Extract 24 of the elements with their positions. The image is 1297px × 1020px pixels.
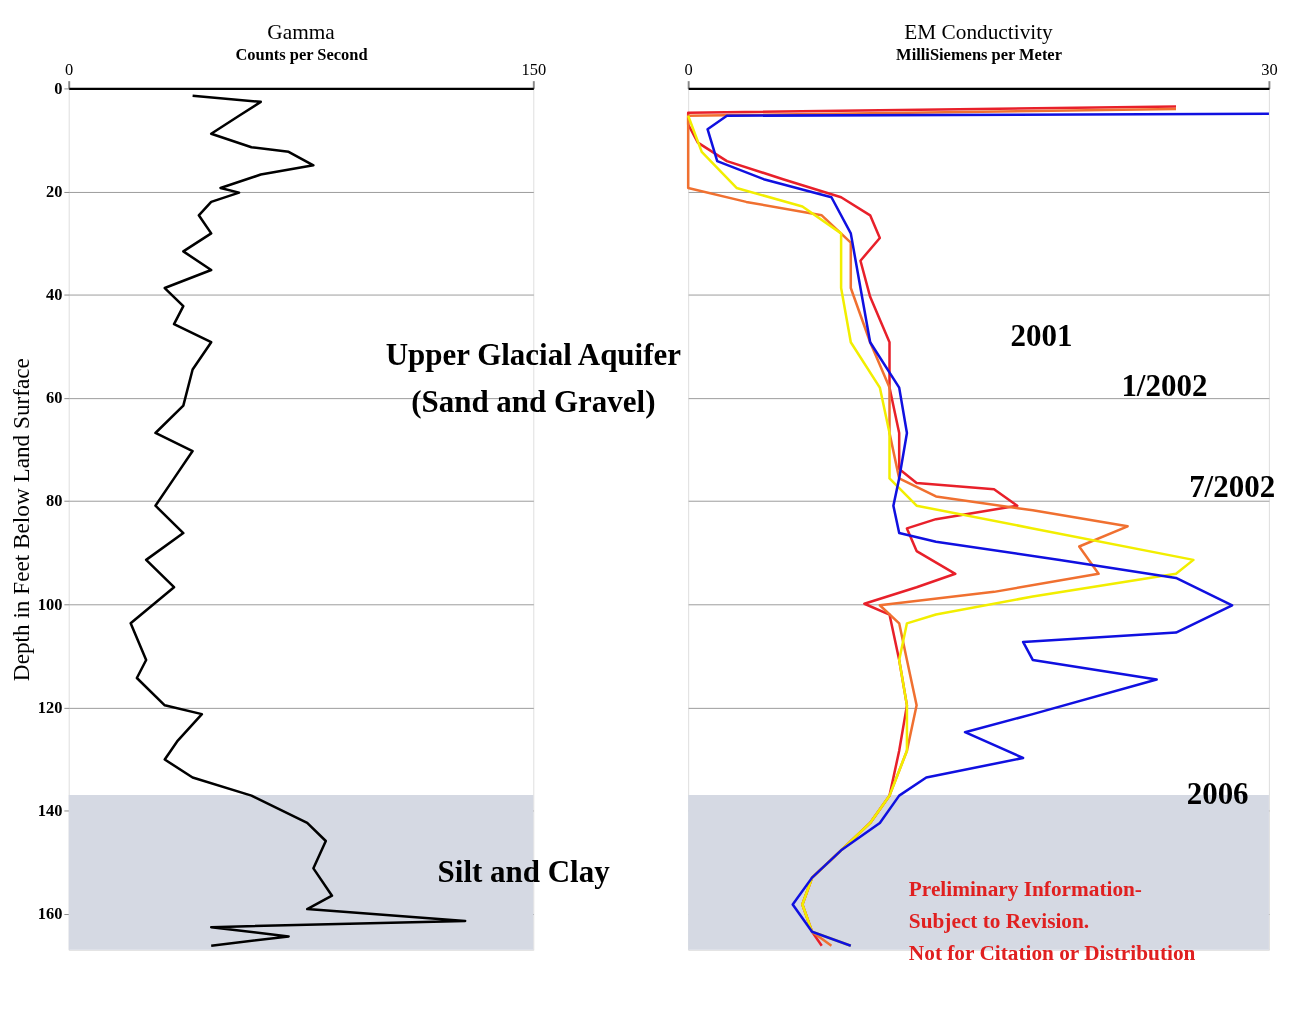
series-label: 7/2002 — [1189, 468, 1276, 504]
text: 1/2002 — [1121, 367, 1208, 403]
y-tick-label: 40 — [45, 285, 63, 305]
x-tick-label: 0 — [684, 60, 693, 80]
y-tick-label: 120 — [37, 697, 63, 717]
band-label: Silt and Clay — [437, 854, 611, 890]
y-axis-title: Depth in Feet Below Land Surface — [8, 358, 35, 682]
y-tick-label: 140 — [37, 800, 63, 820]
x-tick-label: 30 — [1261, 60, 1278, 80]
x-axis-title: MilliSiemens per Meter — [896, 44, 1062, 64]
chart-title: EM Conductivity — [904, 20, 1054, 45]
x-axis-title: Counts per Second — [235, 44, 368, 64]
text: 2006 — [1186, 775, 1249, 811]
y-tick-label: 20 — [45, 181, 63, 201]
annotation: Preliminary Information- Subject to Revision. Not for Citation or Distribution — [908, 877, 1196, 966]
x-tick-label: 150 — [521, 60, 547, 80]
y-tick-label: 100 — [37, 594, 63, 614]
annotation: Upper Glacial Aquifer (Sand and Gravel) — [385, 337, 682, 419]
chart-title: Gamma — [267, 20, 336, 45]
y-tick-label: 60 — [45, 388, 63, 408]
y-tick-label: 0 — [54, 78, 63, 98]
text: 2001 — [1010, 318, 1073, 354]
y-tick-label: 160 — [37, 904, 63, 924]
y-tick-label: 80 — [45, 491, 63, 511]
